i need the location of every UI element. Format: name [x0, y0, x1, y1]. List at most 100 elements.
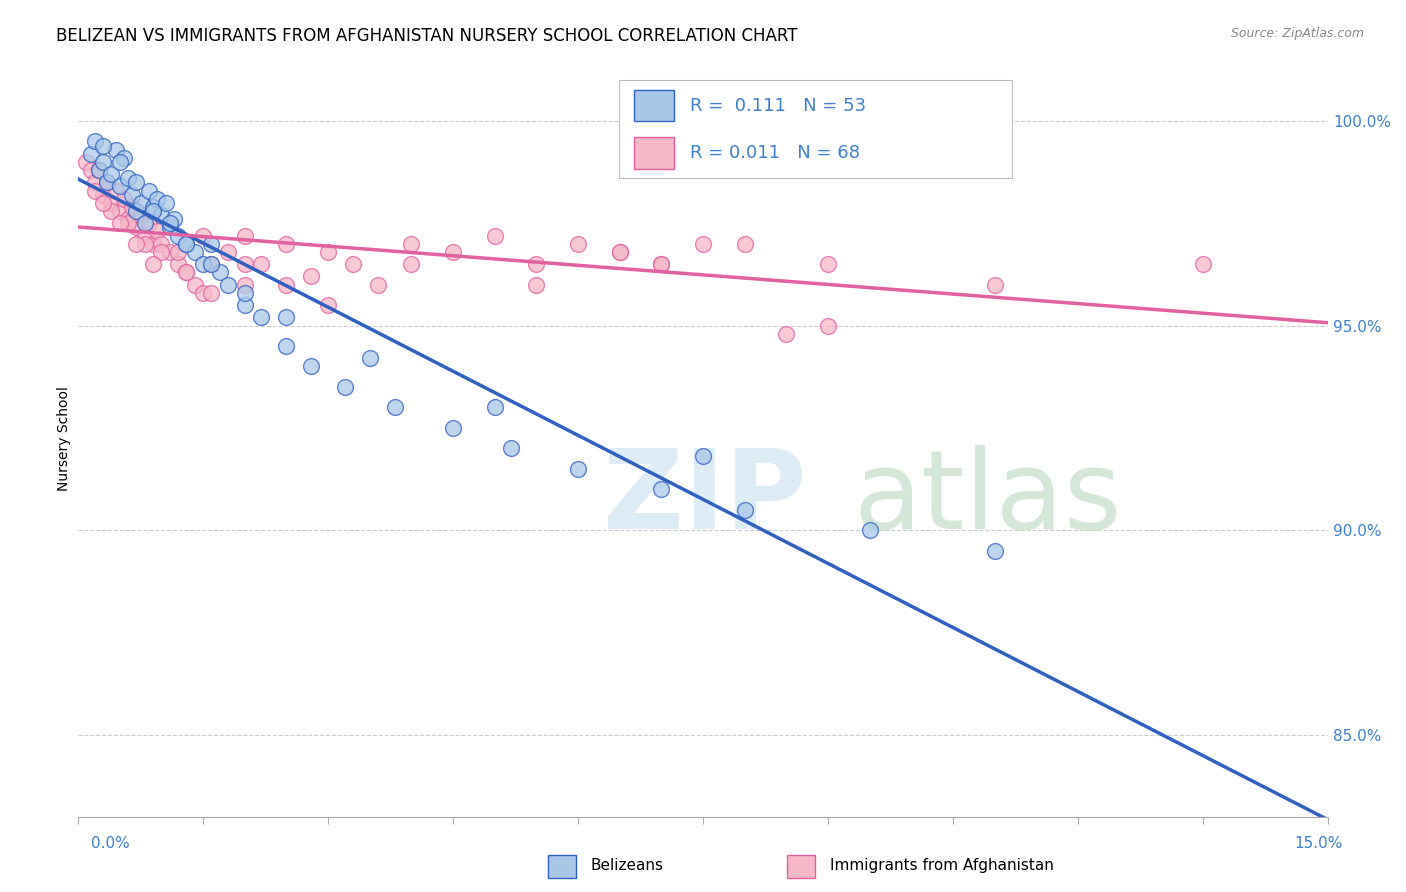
Point [150, 236, 173, 251]
Point [159, 216, 181, 230]
Point [775, 326, 797, 341]
Point [167, 257, 190, 271]
Point [333, 380, 356, 394]
Point [104, 184, 127, 198]
Point [316, 244, 339, 259]
Point [112, 151, 135, 165]
Point [200, 257, 222, 271]
Point [176, 265, 198, 279]
Point [138, 216, 160, 230]
Point [155, 195, 177, 210]
Point [176, 236, 198, 251]
Point [125, 236, 148, 251]
Point [650, 482, 672, 496]
Point [233, 285, 256, 300]
Point [142, 236, 165, 251]
FancyBboxPatch shape [787, 855, 815, 878]
Point [91, 195, 114, 210]
Point [233, 277, 256, 292]
Point [142, 257, 165, 271]
Point [112, 192, 135, 206]
Point [609, 244, 631, 259]
Text: Immigrants from Afghanistan: Immigrants from Afghanistan [830, 858, 1053, 872]
Point [501, 442, 523, 456]
Point [163, 212, 186, 227]
FancyBboxPatch shape [634, 90, 673, 121]
Point [108, 179, 131, 194]
Point [146, 224, 169, 238]
Point [276, 236, 298, 251]
Point [250, 310, 273, 325]
Point [191, 257, 214, 271]
Point [167, 228, 190, 243]
Point [217, 244, 239, 259]
Point [692, 236, 714, 251]
Point [208, 265, 231, 279]
Point [100, 204, 122, 219]
Point [650, 257, 672, 271]
Point [233, 257, 256, 271]
FancyBboxPatch shape [548, 855, 576, 878]
Point [91, 187, 114, 202]
Point [104, 143, 127, 157]
Point [129, 208, 152, 222]
Point [817, 257, 839, 271]
Point [79, 146, 101, 161]
Point [200, 285, 222, 300]
Point [200, 257, 222, 271]
Point [191, 228, 214, 243]
Point [125, 175, 148, 189]
Point [1192, 257, 1215, 271]
Point [134, 236, 156, 251]
Point [176, 236, 198, 251]
Point [134, 216, 156, 230]
Point [150, 208, 173, 222]
Point [100, 167, 122, 181]
Text: Source: ZipAtlas.com: Source: ZipAtlas.com [1230, 27, 1364, 40]
Point [159, 220, 181, 235]
Point [142, 204, 165, 219]
Point [142, 200, 165, 214]
Point [692, 450, 714, 464]
Point [121, 187, 143, 202]
Point [441, 421, 464, 435]
Point [129, 195, 152, 210]
Point [984, 543, 1007, 558]
Point [250, 257, 273, 271]
Text: 0.0%: 0.0% [91, 836, 131, 851]
Point [184, 244, 207, 259]
Point [117, 171, 139, 186]
Point [96, 175, 118, 189]
Point [301, 269, 323, 284]
Point [276, 277, 298, 292]
Point [167, 244, 190, 259]
Point [567, 462, 589, 476]
Point [121, 200, 143, 214]
Point [233, 298, 256, 312]
Point [117, 212, 139, 227]
Text: 15.0%: 15.0% [1295, 836, 1343, 851]
Point [138, 184, 160, 198]
Point [359, 351, 381, 366]
Point [100, 195, 122, 210]
Point [79, 163, 101, 178]
Point [401, 257, 423, 271]
Y-axis label: Nursery School: Nursery School [58, 385, 72, 491]
Point [150, 244, 173, 259]
Text: BELIZEAN VS IMMIGRANTS FROM AFGHANISTAN NURSERY SCHOOL CORRELATION CHART: BELIZEAN VS IMMIGRANTS FROM AFGHANISTAN … [56, 27, 797, 45]
Point [108, 216, 131, 230]
Text: atlas: atlas [853, 445, 1122, 552]
Point [859, 523, 882, 537]
Point [176, 265, 198, 279]
Point [134, 228, 156, 243]
Text: R =  0.111   N = 53: R = 0.111 N = 53 [689, 97, 866, 115]
Point [217, 277, 239, 292]
Point [191, 285, 214, 300]
Point [526, 277, 548, 292]
Text: Belizeans: Belizeans [591, 858, 664, 872]
Point [650, 257, 672, 271]
Point [384, 401, 406, 415]
Point [91, 138, 114, 153]
Point [301, 359, 323, 374]
Point [734, 502, 756, 516]
